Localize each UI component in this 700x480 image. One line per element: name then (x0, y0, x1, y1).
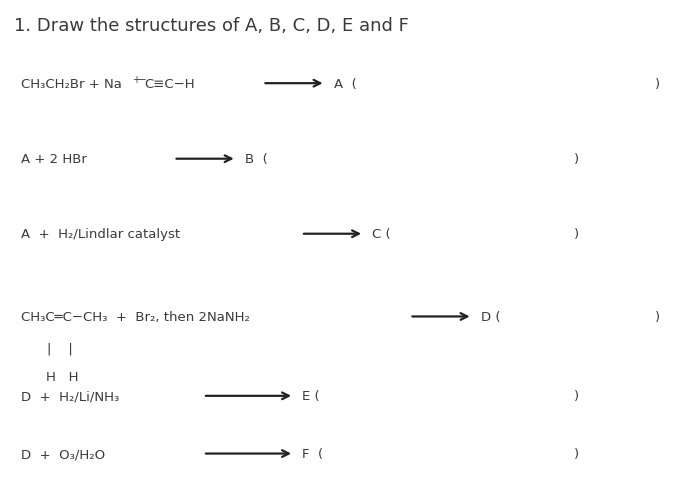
Text: E (: E ( (302, 389, 320, 403)
Text: F  (: F ( (302, 447, 323, 460)
Text: −: − (138, 75, 147, 85)
Text: ): ) (574, 153, 579, 166)
Text: C (: C ( (372, 228, 391, 241)
Text: ): ) (574, 389, 579, 403)
Text: ): ) (654, 77, 659, 91)
Text: ): ) (574, 447, 579, 460)
Text: A  (: A ( (334, 77, 357, 91)
Text: A + 2 HBr: A + 2 HBr (21, 153, 87, 166)
Text: ): ) (654, 310, 659, 324)
Text: H   H: H H (46, 370, 78, 384)
Text: D  +  H₂/Li/NH₃: D + H₂/Li/NH₃ (21, 389, 119, 403)
Text: 1. Draw the structures of A, B, C, D, E and F: 1. Draw the structures of A, B, C, D, E … (14, 17, 409, 35)
Text: CH₃CH₂Br + Na: CH₃CH₂Br + Na (21, 77, 122, 91)
Text: CH₃C═C−CH₃  +  Br₂, then 2NaNH₂: CH₃C═C−CH₃ + Br₂, then 2NaNH₂ (21, 310, 250, 324)
Text: D  +  O₃/H₂O: D + O₃/H₂O (21, 447, 105, 460)
Text: D (: D ( (481, 310, 500, 324)
Text: +: + (132, 75, 139, 85)
Text: A  +  H₂/Lindlar catalyst: A + H₂/Lindlar catalyst (21, 228, 180, 241)
Text: C≡C−H: C≡C−H (144, 77, 195, 91)
Text: ): ) (574, 228, 579, 241)
Text: B  (: B ( (245, 153, 267, 166)
Text: |    |: | | (47, 341, 73, 355)
